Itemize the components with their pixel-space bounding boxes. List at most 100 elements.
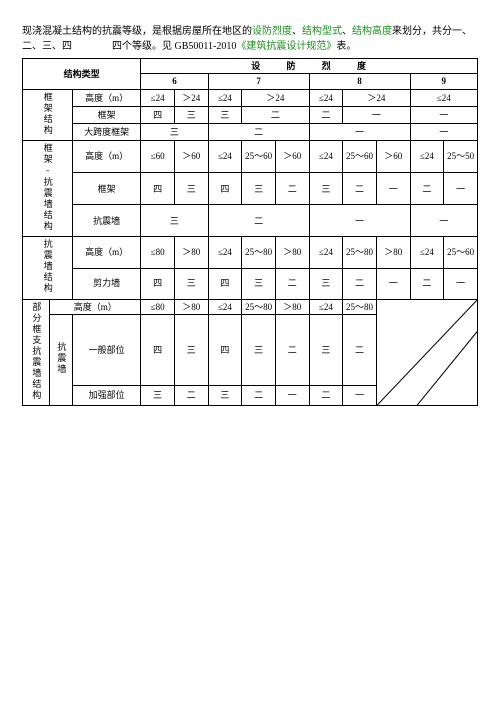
r11c2: 三 bbox=[208, 385, 242, 405]
r9c3: 25～80 bbox=[242, 299, 276, 314]
r4c0: ≤60 bbox=[141, 141, 175, 173]
r3c2: 一 bbox=[309, 123, 410, 140]
r4c6: 25～60 bbox=[343, 141, 377, 173]
r4c7: ＞60 bbox=[376, 141, 410, 173]
r8c5: 三 bbox=[309, 268, 343, 299]
intro-p3: 四个等级。见 GB50011-2010 bbox=[112, 41, 236, 52]
r3c3: 一 bbox=[410, 123, 477, 140]
r5c8: 二 bbox=[410, 173, 444, 205]
r10c6: 二 bbox=[343, 315, 377, 386]
intro-gap bbox=[72, 41, 112, 52]
r8c3: 三 bbox=[242, 268, 276, 299]
r11c5: 二 bbox=[309, 385, 343, 405]
r6c0: 三 bbox=[141, 205, 208, 237]
r1c0: ≤24 bbox=[141, 89, 175, 106]
r3c0: 三 bbox=[141, 123, 208, 140]
type-frame-wall: 框架-抗震墙结构 bbox=[42, 143, 52, 232]
type-frame: 框架结构 bbox=[42, 92, 52, 136]
r5c1: 三 bbox=[174, 173, 208, 205]
r11c6: 一 bbox=[343, 385, 377, 405]
r2c4: 二 bbox=[309, 106, 343, 123]
r8c4: 二 bbox=[275, 268, 309, 299]
r11c0: 三 bbox=[141, 385, 175, 405]
r7c9: 25～60 bbox=[444, 237, 478, 268]
intro-hl1: 设防烈度 bbox=[252, 26, 292, 37]
intro-p4: 表。 bbox=[336, 41, 356, 52]
r11c4: 一 bbox=[275, 385, 309, 405]
diag-lines-icon bbox=[377, 300, 477, 405]
r8c0: 四 bbox=[141, 268, 175, 299]
r2-label: 框架 bbox=[73, 106, 141, 123]
r1c3: ＞24 bbox=[242, 89, 309, 106]
r5c9: 一 bbox=[444, 173, 478, 205]
r7c3: 25～80 bbox=[242, 237, 276, 268]
r7c1: ＞80 bbox=[174, 237, 208, 268]
r9c6: 25～80 bbox=[343, 299, 377, 314]
r8c8: 二 bbox=[410, 268, 444, 299]
r3-label: 大跨度框架 bbox=[73, 123, 141, 140]
r8c7: 一 bbox=[376, 268, 410, 299]
r1c2: ≤24 bbox=[208, 89, 242, 106]
r8-label: 剪力墙 bbox=[73, 268, 141, 299]
r1-label: 高度（m） bbox=[73, 89, 141, 106]
header-struct-type: 结构类型 bbox=[23, 59, 141, 90]
seismic-grade-table: 结构类型 设 防 烈 度 6 7 8 9 框架结构 高度（m） ≤24 ＞24 … bbox=[22, 58, 478, 406]
diag-cell bbox=[376, 299, 477, 405]
r6-label: 抗震墙 bbox=[73, 205, 141, 237]
intro-hl4: 《建筑抗震设计规范》 bbox=[236, 41, 336, 52]
r5c2: 四 bbox=[208, 173, 242, 205]
r10c2: 四 bbox=[208, 315, 242, 386]
r11c3: 二 bbox=[242, 385, 276, 405]
r2c5: 一 bbox=[343, 106, 410, 123]
r5c0: 四 bbox=[141, 173, 175, 205]
r9c1: ＞80 bbox=[174, 299, 208, 314]
intro-sep1: 、 bbox=[292, 26, 302, 37]
r7-label: 高度（m） bbox=[73, 237, 141, 268]
r8c2: 四 bbox=[208, 268, 242, 299]
r4c5: ≤24 bbox=[309, 141, 343, 173]
r4-label: 高度（m） bbox=[73, 141, 141, 173]
intro-sep2: 、 bbox=[342, 26, 352, 37]
r6c1: 二 bbox=[208, 205, 309, 237]
r2c6: 一 bbox=[410, 106, 477, 123]
r11c1: 二 bbox=[174, 385, 208, 405]
r10c1: 三 bbox=[174, 315, 208, 386]
r1c1: ＞24 bbox=[174, 89, 208, 106]
r10c0: 四 bbox=[141, 315, 175, 386]
r9c5: ≤24 bbox=[309, 299, 343, 314]
r10c3: 三 bbox=[242, 315, 276, 386]
r1c5: ＞24 bbox=[343, 89, 410, 106]
r7c6: 25～80 bbox=[343, 237, 377, 268]
r5c5: 三 bbox=[309, 173, 343, 205]
intro-p1: 现浇混凝土结构的抗震等级，是根据房屋所在地区的 bbox=[22, 26, 252, 37]
r4c3: 25～60 bbox=[242, 141, 276, 173]
r4c2: ≤24 bbox=[208, 141, 242, 173]
r4c1: ＞60 bbox=[174, 141, 208, 173]
r9-label: 高度（m） bbox=[50, 299, 141, 314]
r7c2: ≤24 bbox=[208, 237, 242, 268]
r2c1: 三 bbox=[174, 106, 208, 123]
type-partial: 部分框支抗震墙结构 bbox=[31, 302, 41, 401]
r9c0: ≤80 bbox=[141, 299, 175, 314]
r5c3: 三 bbox=[242, 173, 276, 205]
intro-text: 现浇混凝土结构的抗震等级，是根据房屋所在地区的设防烈度、结构型式、结构高度来划分… bbox=[22, 24, 478, 54]
r7c8: ≤24 bbox=[410, 237, 444, 268]
r7c4: ＞80 bbox=[275, 237, 309, 268]
r3c1: 二 bbox=[208, 123, 309, 140]
r11-label: 加强部位 bbox=[73, 385, 141, 405]
r2c2: 三 bbox=[208, 106, 242, 123]
header-8: 8 bbox=[309, 74, 410, 89]
r8c9: 一 bbox=[444, 268, 478, 299]
header-intensity: 设 防 烈 度 bbox=[141, 59, 478, 74]
r5c7: 一 bbox=[376, 173, 410, 205]
r2c3: 二 bbox=[242, 106, 309, 123]
header-9: 9 bbox=[410, 74, 477, 89]
r1c4: ≤24 bbox=[309, 89, 343, 106]
r5c4: 二 bbox=[275, 173, 309, 205]
r2c0: 四 bbox=[141, 106, 175, 123]
r10-label: 一般部位 bbox=[73, 315, 141, 386]
r10-sub: 抗震墙 bbox=[56, 342, 66, 375]
intro-hl2: 结构型式 bbox=[302, 26, 342, 37]
r10c4: 二 bbox=[275, 315, 309, 386]
r4c9: 25～50 bbox=[444, 141, 478, 173]
